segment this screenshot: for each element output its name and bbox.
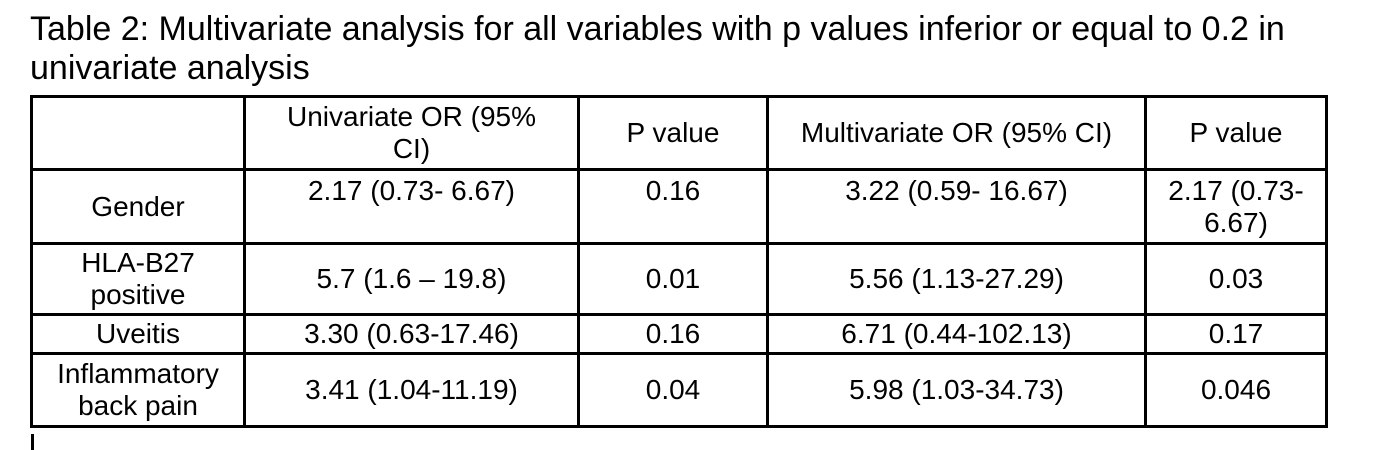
univariate-or-cell: 3.30 (0.63-17.46) [243, 313, 580, 355]
univariate-or-cell: 5.7 (1.6 – 19.8) [243, 242, 580, 316]
univariate-or-cell: 3.41 (1.04-11.19) [243, 351, 580, 428]
table-row-hla-b27: HLA-B27 positive 5.7 (1.6 – 19.8) 0.01 5… [30, 242, 1328, 316]
univariate-p-cell: 0.01 [577, 242, 769, 316]
col-header-univariate-p: P value [577, 95, 769, 172]
multivariate-p-cell: 0.03 [1144, 242, 1328, 316]
table-row-uveitis: Uveitis 3.30 (0.63-17.46) 0.16 6.71 (0.4… [30, 313, 1328, 355]
text-cursor [31, 433, 34, 450]
univariate-p-cell: 0.16 [577, 168, 769, 246]
univariate-p-cell: 0.16 [577, 313, 769, 355]
row-label: Inflammatory back pain [30, 351, 246, 428]
multivariate-or-cell: 6.71 (0.44-102.13) [766, 313, 1147, 355]
multivariate-or-cell: 3.22 (0.59- 16.67) [766, 168, 1147, 246]
col-header-univariate-or: Univariate OR (95% CI) [243, 95, 580, 172]
multivariate-p-cell: 0.046 [1144, 351, 1328, 428]
univariate-p-cell: 0.04 [577, 351, 769, 428]
multivariate-p-cell: 2.17 (0.73- 6.67) [1144, 168, 1328, 246]
row-label: Uveitis [30, 313, 246, 355]
col-header-multivariate-or: Multivariate OR (95% CI) [766, 95, 1147, 172]
multivariate-p-cell: 0.17 [1144, 313, 1328, 355]
table-caption: Table 2: Multivariate analysis for all v… [30, 10, 1285, 88]
header-row: Univariate OR (95% CI) P value Multivari… [30, 95, 1328, 172]
table-row-gender: Gender 2.17 (0.73- 6.67) 0.16 3.22 (0.59… [30, 168, 1328, 246]
row-label: Gender [30, 168, 246, 246]
table-row-inflammatory-back-pain: Inflammatory back pain 3.41 (1.04-11.19)… [30, 351, 1328, 428]
results-table: Univariate OR (95% CI) P value Multivari… [30, 95, 1328, 428]
col-header-multivariate-p: P value [1144, 95, 1328, 172]
multivariate-or-cell: 5.98 (1.03-34.73) [766, 351, 1147, 428]
univariate-or-cell: 2.17 (0.73- 6.67) [243, 168, 580, 246]
multivariate-or-cell: 5.56 (1.13-27.29) [766, 242, 1147, 316]
col-header-variable [30, 95, 246, 172]
row-label: HLA-B27 positive [30, 242, 246, 316]
